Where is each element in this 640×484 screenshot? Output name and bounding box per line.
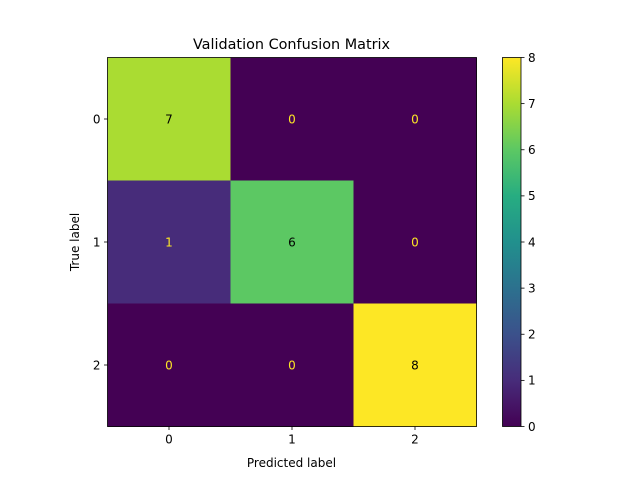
colorbar-tick-label-3: 3 xyxy=(528,281,536,295)
colorbar-tick-label-6: 6 xyxy=(528,143,536,157)
cell-0-2 xyxy=(353,57,477,181)
cell-label-0-1: 0 xyxy=(288,113,296,127)
cell-label-1-2: 0 xyxy=(411,236,419,250)
colorbar-tick-label-7: 7 xyxy=(528,97,536,111)
cell-label-0-2: 0 xyxy=(411,113,419,127)
cell-0-1 xyxy=(230,57,354,181)
colorbar-tick-label-2: 2 xyxy=(528,328,536,342)
x-axis-ticks: 0 1 2 xyxy=(165,426,419,447)
cell-1-1 xyxy=(230,180,354,304)
colorbar-tick-label-4: 4 xyxy=(528,235,536,249)
cell-1-0 xyxy=(107,180,231,304)
cell-label-0-0: 7 xyxy=(165,113,173,127)
colorbar-ticks: 0 1 2 3 4 5 6 7 8 xyxy=(521,51,536,434)
colorbar xyxy=(502,57,522,427)
cell-2-0 xyxy=(107,303,231,427)
cell-label-1-0: 1 xyxy=(165,236,173,250)
y-axis-ticks: 0 1 2 xyxy=(93,112,108,372)
y-tick-label-2: 2 xyxy=(93,358,101,372)
cell-2-1 xyxy=(230,303,354,427)
cell-label-2-2: 8 xyxy=(411,359,419,373)
colorbar-tick-label-1: 1 xyxy=(528,374,536,388)
heatmap-cells: 7 0 0 1 6 0 0 0 8 xyxy=(107,57,477,427)
x-tick-label-1: 1 xyxy=(288,433,296,447)
x-tick-label-2: 2 xyxy=(411,433,419,447)
cell-0-0 xyxy=(107,57,231,181)
chart-title: Validation Confusion Matrix xyxy=(193,37,391,53)
x-axis-label: Predicted label xyxy=(247,456,336,470)
colorbar-tick-label-5: 5 xyxy=(528,189,536,203)
cell-label-2-1: 0 xyxy=(288,359,296,373)
y-axis-label: True label xyxy=(68,213,82,272)
colorbar-tick-label-8: 8 xyxy=(528,51,536,65)
y-tick-label-1: 1 xyxy=(93,235,101,249)
cell-label-1-1: 6 xyxy=(288,236,296,250)
cell-1-2 xyxy=(353,180,477,304)
y-tick-label-0: 0 xyxy=(93,112,101,126)
x-tick-label-0: 0 xyxy=(165,433,173,447)
cell-2-2 xyxy=(353,303,477,427)
cell-label-2-0: 0 xyxy=(165,359,173,373)
colorbar-tick-label-0: 0 xyxy=(528,420,536,434)
